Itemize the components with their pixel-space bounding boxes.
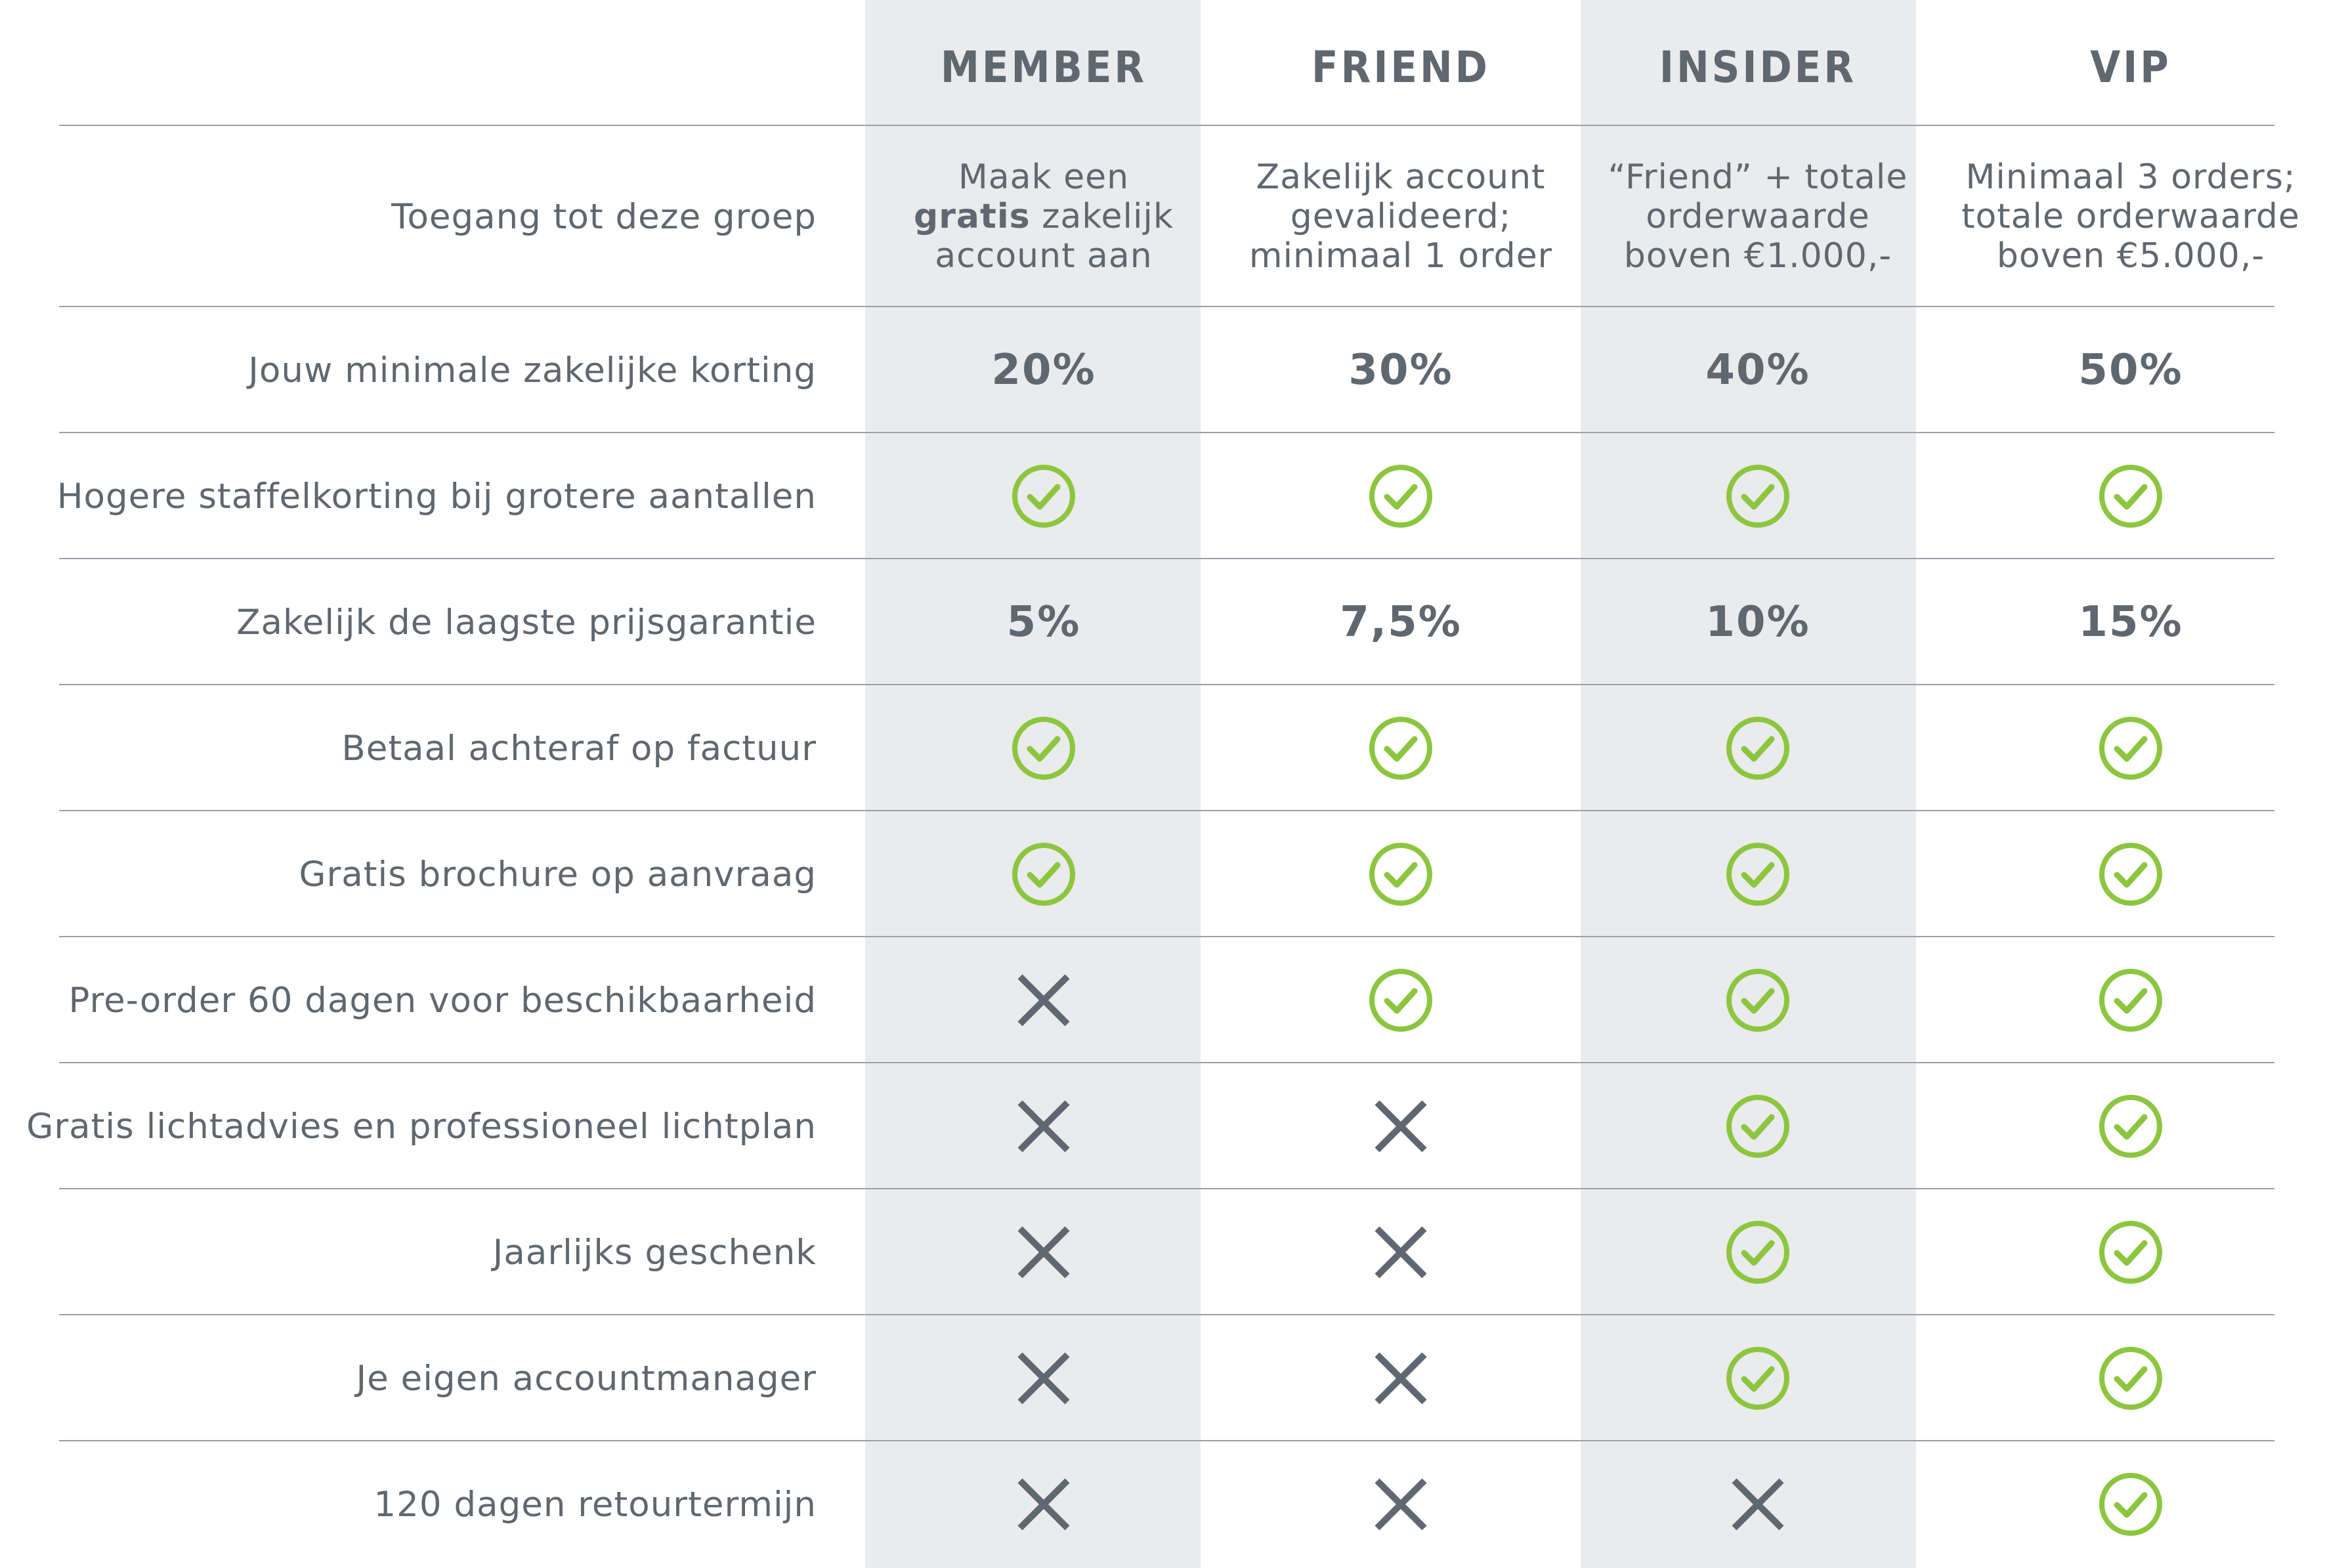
access-insider-line2: orderwaarde <box>1646 197 1870 236</box>
access-vip-line3: boven €5.000,- <box>1996 236 2265 276</box>
check-icon <box>1579 685 1936 811</box>
check-icon <box>1936 937 2325 1063</box>
access-member-line3: account aan <box>935 236 1153 276</box>
check-icon <box>1222 811 1579 937</box>
row-label: Gratis brochure op aanvraag <box>299 854 817 895</box>
row-label-access: Toegang tot deze groep <box>391 196 817 237</box>
access-friend: Zakelijk account gevalideerd; minimaal 1… <box>1222 126 1579 307</box>
column-header-friend: FRIEND <box>1312 41 1490 93</box>
check-icon <box>865 811 1222 937</box>
rule-row-7 <box>59 1188 2274 1189</box>
cross-icon <box>865 1189 1222 1315</box>
access-friend-line3: minimaal 1 order <box>1248 236 1553 276</box>
value-friend: 7,5% <box>1340 598 1462 646</box>
cross-icon <box>1222 1315 1579 1441</box>
row-label: Pre-order 60 dagen voor beschikbaarheid <box>68 980 817 1021</box>
check-icon <box>1579 1315 1936 1441</box>
check-icon <box>1222 685 1579 811</box>
access-vip: Minimaal 3 orders; totale orderwaarde bo… <box>1936 126 2325 307</box>
access-vip-line2: totale orderwaarde <box>1961 197 2300 236</box>
row-label: Jouw minimale zakelijke korting <box>248 350 817 391</box>
check-icon <box>1936 433 2325 559</box>
check-icon <box>865 433 1222 559</box>
check-icon <box>1222 433 1579 559</box>
cross-icon <box>865 1063 1222 1189</box>
value-vip: 15% <box>2078 598 2183 646</box>
access-member-line1: Maak een <box>958 158 1130 197</box>
rule-row-5 <box>59 936 2274 937</box>
access-insider-line3: boven €1.000,- <box>1623 236 1892 276</box>
row-label: Jaarlijks geschenk <box>492 1232 817 1273</box>
check-icon <box>1579 811 1936 937</box>
check-icon <box>1936 1315 2325 1441</box>
access-insider: “Friend” + totale orderwaarde boven €1.0… <box>1579 126 1936 307</box>
column-header-member: MEMBER <box>940 41 1147 93</box>
check-icon <box>1579 1189 1936 1315</box>
column-header-vip: VIP <box>2090 41 2171 93</box>
value-vip: 50% <box>2078 346 2183 394</box>
value-member: 5% <box>1006 598 1081 646</box>
row-label: Je eigen accountmanager <box>356 1358 817 1399</box>
cross-icon <box>865 1441 1222 1567</box>
access-member-line2: gratis zakelijk <box>914 197 1174 236</box>
value-insider: 10% <box>1705 598 1810 646</box>
cross-icon <box>865 937 1222 1063</box>
rule-row-9 <box>59 1440 2274 1441</box>
rule-header <box>59 125 2274 126</box>
access-insider-line1: “Friend” + totale <box>1608 158 1908 197</box>
row-label: Hogere staffelkorting bij grotere aantal… <box>56 476 817 517</box>
cross-icon <box>1222 1441 1579 1567</box>
cross-icon <box>1222 1063 1579 1189</box>
row-label: 120 dagen retourtermijn <box>373 1484 817 1525</box>
check-icon <box>1579 433 1936 559</box>
check-icon <box>1936 685 2325 811</box>
cross-icon <box>865 1315 1222 1441</box>
access-member: Maak een gratis zakelijk account aan <box>865 126 1222 307</box>
column-header-insider: INSIDER <box>1659 41 1857 93</box>
row-label: Betaal achteraf op factuur <box>341 728 817 769</box>
cross-icon <box>1579 1441 1936 1567</box>
insider-column-shade <box>1581 0 1916 1568</box>
rule-row-2 <box>59 558 2274 559</box>
header-empty <box>0 0 865 126</box>
rule-row-6 <box>59 1062 2274 1063</box>
rule-row-1 <box>59 432 2274 433</box>
check-icon <box>1936 1189 2325 1315</box>
rule-access <box>59 306 2274 307</box>
rule-row-8 <box>59 1314 2274 1315</box>
check-icon <box>1936 1441 2325 1567</box>
check-icon <box>1222 937 1579 1063</box>
access-friend-line2: gevalideerd; <box>1290 197 1512 236</box>
check-icon <box>1579 1063 1936 1189</box>
value-member: 20% <box>991 346 1096 394</box>
value-friend: 30% <box>1348 346 1453 394</box>
cross-icon <box>1222 1189 1579 1315</box>
access-member-bold: gratis <box>914 197 1031 236</box>
rule-row-3 <box>59 684 2274 685</box>
access-friend-line1: Zakelijk account <box>1256 158 1546 197</box>
access-member-after: zakelijk <box>1042 197 1174 236</box>
row-label: Gratis lichtadvies en professioneel lich… <box>26 1106 817 1147</box>
member-column-shade <box>865 0 1201 1568</box>
rule-row-4 <box>59 810 2274 811</box>
check-icon <box>1936 811 2325 937</box>
row-label: Zakelijk de laagste prijsgarantie <box>236 602 817 643</box>
check-icon <box>1936 1063 2325 1189</box>
check-icon <box>1579 937 1936 1063</box>
access-vip-line1: Minimaal 3 orders; <box>1965 158 2296 197</box>
value-insider: 40% <box>1705 346 1810 394</box>
check-icon <box>865 685 1222 811</box>
